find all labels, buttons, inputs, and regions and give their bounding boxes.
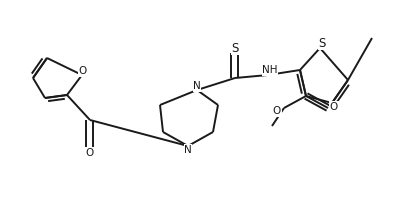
- Text: NH: NH: [261, 65, 277, 75]
- Text: O: O: [86, 148, 94, 158]
- Text: O: O: [79, 66, 87, 76]
- Text: S: S: [318, 37, 325, 49]
- Text: N: N: [192, 81, 200, 91]
- Text: O: O: [329, 102, 337, 112]
- Text: N: N: [184, 145, 191, 155]
- Text: S: S: [231, 41, 238, 54]
- Text: O: O: [272, 106, 280, 116]
